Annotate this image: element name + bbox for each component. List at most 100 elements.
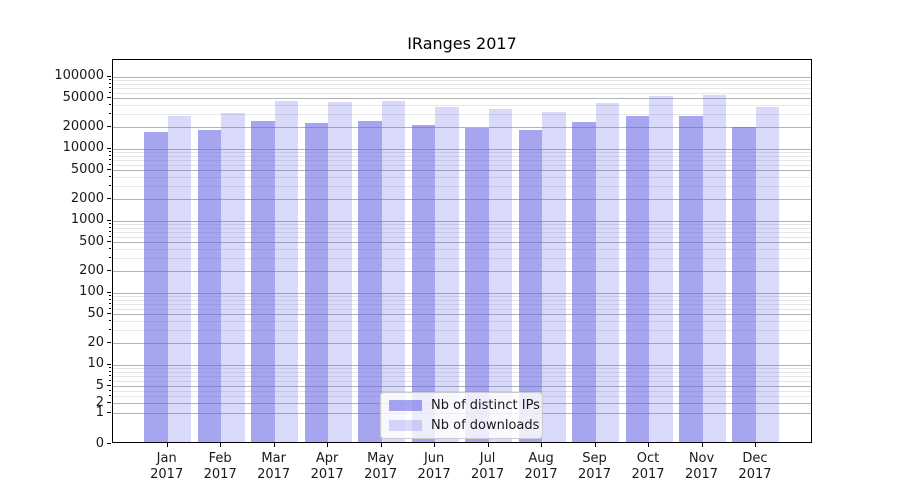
x-tick-label: Oct 2017 — [620, 451, 676, 483]
bar-distinct-ips-feb — [197, 130, 222, 442]
y-minor-tick — [109, 248, 111, 250]
x-tick-year: 2017 — [364, 467, 398, 482]
x-tick-label: Feb 2017 — [192, 451, 248, 483]
bar-downloads-mar — [274, 101, 299, 442]
gridline-minor — [113, 303, 811, 305]
gridline-major — [113, 314, 811, 316]
y-tick — [107, 385, 111, 387]
bar-distinct-ips-may — [358, 120, 382, 442]
x-tick-year: 2017 — [524, 467, 558, 482]
gridline-major — [113, 364, 811, 366]
bar-downloads-may — [381, 100, 406, 442]
x-tick-month: Apr — [315, 451, 339, 466]
gridline-major — [113, 271, 811, 272]
y-minor-tick — [109, 226, 111, 228]
y-tick — [107, 75, 111, 77]
y-tick-label: 100000 — [54, 68, 104, 84]
y-tick — [107, 363, 111, 365]
bar-distinct-ips-mar — [251, 120, 275, 442]
y-minor-tick — [109, 86, 111, 88]
legend-item-downloads: Nb of downloads — [389, 418, 539, 433]
y-minor-tick — [109, 104, 111, 106]
x-tick-month: Aug — [528, 451, 554, 466]
y-tick-label: 2000 — [70, 190, 104, 206]
y-tick — [107, 126, 111, 127]
x-tick-month: Oct — [636, 451, 660, 466]
x-tick-month: Feb — [208, 451, 232, 466]
y-tick — [107, 219, 111, 221]
x-tick-label: Mar 2017 — [246, 451, 302, 483]
bar-downloads-nov — [702, 95, 726, 442]
y-minor-tick — [109, 374, 111, 376]
y-tick-label: 1000 — [70, 212, 104, 228]
legend-label-downloads: Nb of downloads — [431, 418, 540, 433]
gridline-minor — [113, 186, 811, 188]
y-minor-tick — [109, 366, 111, 368]
x-tick-month: Jun — [423, 451, 445, 466]
gridline-major — [113, 148, 811, 150]
x-tick-label: Dec 2017 — [727, 451, 783, 483]
gridline-major — [113, 170, 811, 172]
bar-downloads-jun — [435, 107, 459, 442]
gridline-major — [113, 127, 811, 128]
x-tick-month: Dec — [742, 451, 768, 466]
gridline-minor — [113, 105, 811, 107]
x-tick-month: Jul — [479, 451, 496, 466]
y-tick-label: 100 — [79, 284, 104, 300]
y-minor-tick — [109, 394, 111, 396]
x-tick-label: May 2017 — [353, 451, 409, 483]
y-tick — [107, 147, 111, 149]
y-tick-label: 2 — [95, 394, 104, 410]
x-tick-label: Apr 2017 — [299, 451, 355, 483]
legend: Nb of distinct IPs Nb of downloads — [380, 392, 543, 439]
x-tick-month: Jan — [156, 451, 177, 466]
gridline-minor — [113, 87, 811, 89]
bar-distinct-ips-jan — [144, 132, 168, 442]
gridline-major — [113, 199, 811, 200]
x-tick-year: 2017 — [738, 467, 772, 482]
gridline-minor — [113, 79, 811, 81]
x-tick-year: 2017 — [150, 467, 184, 482]
bar-distinct-ips-dec — [732, 126, 756, 442]
plot-area — [112, 59, 812, 443]
y-minor-tick — [109, 320, 111, 322]
y-minor-tick — [109, 307, 111, 309]
bar-distinct-ips-apr — [304, 123, 329, 442]
y-tick — [107, 412, 111, 414]
gridline-minor — [113, 371, 811, 373]
y-tick — [107, 291, 111, 293]
bar-distinct-ips-nov — [679, 116, 703, 442]
x-tick-year: 2017 — [417, 467, 451, 482]
y-tick — [107, 443, 111, 444]
y-minor-tick — [109, 163, 111, 165]
y-tick-label: 20000 — [62, 118, 104, 134]
x-tick-year: 2017 — [631, 467, 665, 482]
gridline-minor — [113, 308, 811, 310]
y-minor-tick — [109, 113, 111, 115]
y-minor-tick — [109, 235, 111, 237]
gridline-major — [113, 292, 811, 294]
y-minor-tick — [109, 379, 111, 381]
x-tick-month: May — [367, 451, 395, 466]
y-tick-label: 10 — [87, 356, 104, 372]
x-tick — [701, 443, 703, 447]
gridline-minor — [113, 249, 811, 251]
bar-distinct-ips-jun — [411, 124, 436, 442]
y-minor-tick — [109, 329, 111, 331]
x-tick-year: 2017 — [310, 467, 344, 482]
bar-downloads-feb — [221, 112, 245, 442]
x-tick — [541, 443, 543, 447]
y-tick — [107, 169, 111, 171]
gridline-minor — [113, 227, 811, 229]
y-tick-label: 0 — [95, 435, 104, 451]
x-tick-month: Sep — [582, 451, 607, 466]
bar-distinct-ips-jul — [465, 128, 489, 442]
y-minor-tick — [109, 176, 111, 178]
legend-item-distinct-ips: Nb of distinct IPs — [389, 398, 540, 413]
y-tick — [107, 97, 111, 99]
bar-downloads-apr — [328, 102, 352, 442]
y-tick-label: 20 — [87, 334, 104, 350]
x-tick — [220, 443, 222, 447]
gridline-minor — [113, 321, 811, 323]
legend-swatch-downloads-icon — [389, 420, 422, 431]
